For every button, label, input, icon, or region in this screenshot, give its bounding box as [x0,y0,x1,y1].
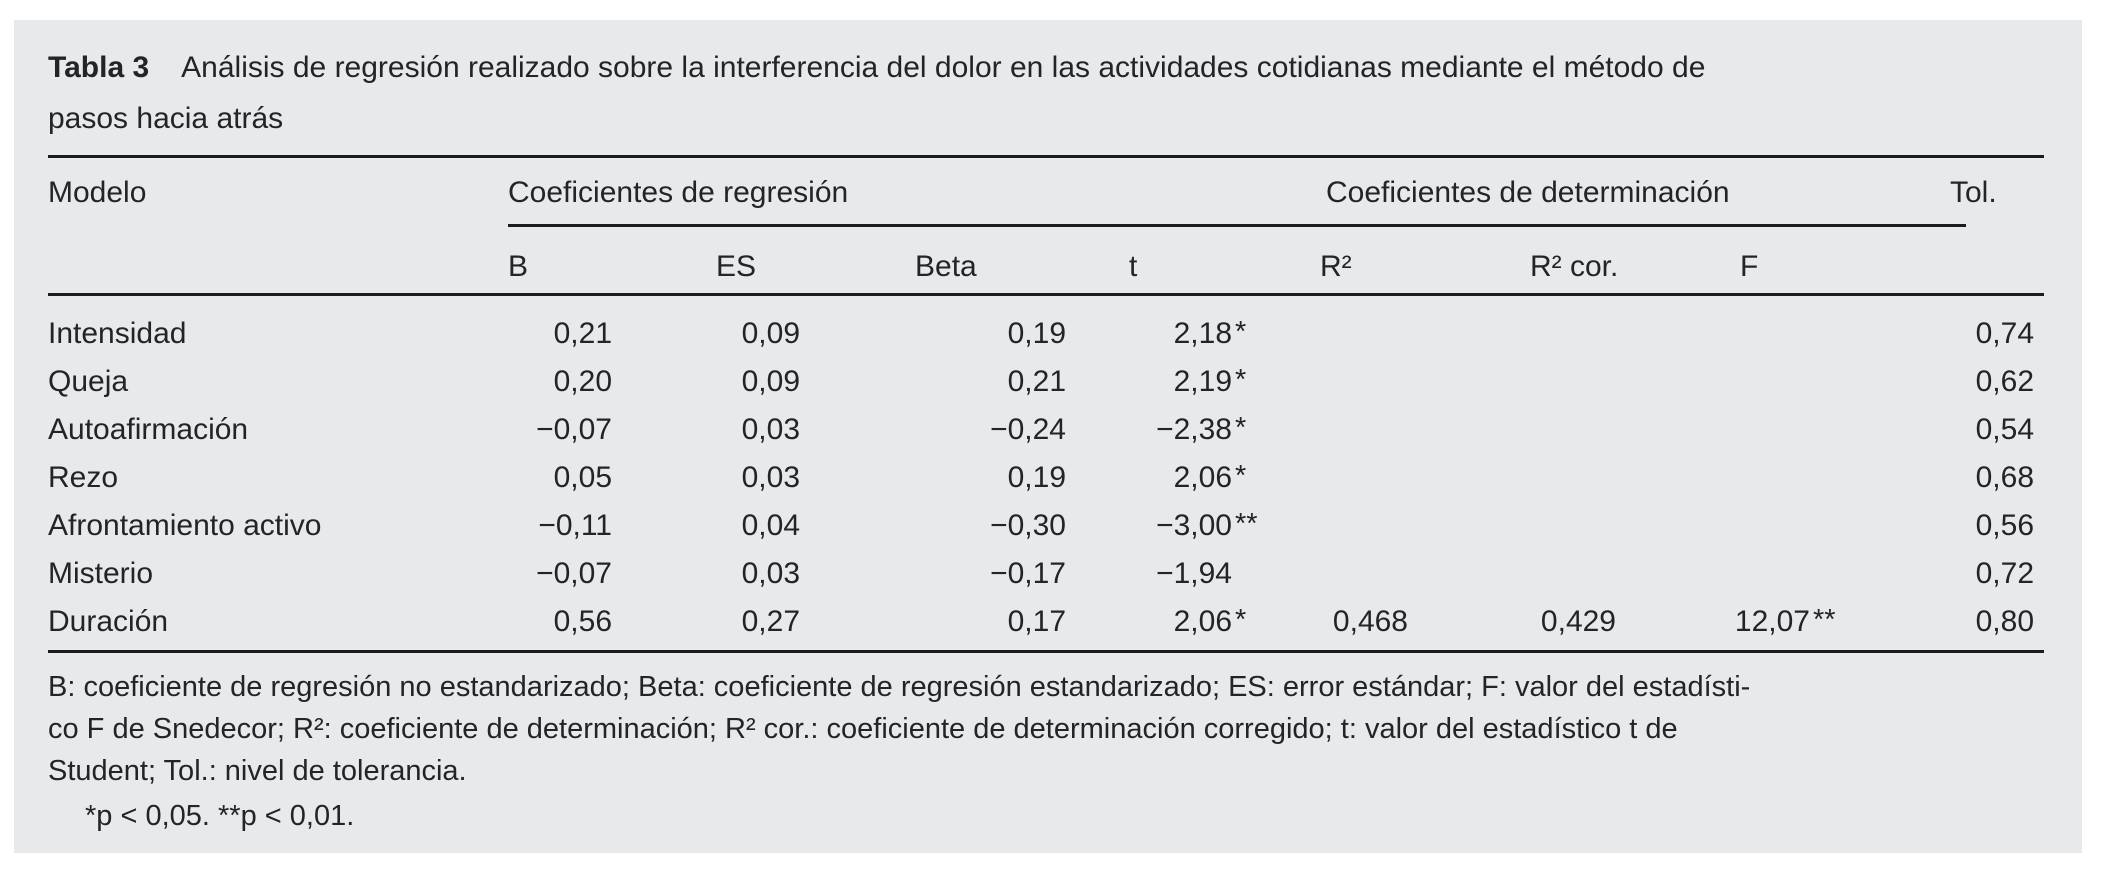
footnote-line-3: Student; Tol.: nivel de tolerancia. [48,755,467,787]
table-panel: Tabla 3 Análisis de regresión realizado s… [14,20,2082,853]
header-bottom-rule [48,293,2044,296]
cell-tol: 0,72 [1975,557,2034,590]
table-row: Intensidad 0,21 0,09 0,19 2,18 * 0,74 [14,310,2082,358]
cell-es: 0,09 [741,365,800,398]
table-row: Autoafirmación −0,07 0,03 −0,24 −2,38 * 0… [14,406,2082,454]
cell-t: 2,19 * [1174,358,1247,406]
cell-beta: −0,17 [990,557,1066,590]
header-es: ES [716,250,757,283]
table-row: Afrontamiento activo −0,11 0,04 −0,30 −3… [14,502,2082,550]
cell-beta: −0,30 [990,509,1066,542]
cell-tol: 0,68 [1975,461,2034,494]
significance-star: * [1235,604,1247,636]
cell-es: 0,03 [741,461,800,494]
cell-beta: 0,19 [1007,461,1066,494]
cell-tol: 0,74 [1975,317,2034,350]
footnote-line-1: B: coeficiente de regresión no estandari… [48,671,1751,703]
cell-es: 0,04 [741,509,800,542]
header-modelo: Modelo [48,176,147,209]
header-b: B [508,250,529,283]
cell-t: −1,94 [1156,557,1232,590]
cell-r2: 0,468 [1332,605,1408,638]
header-f: F [1740,250,1759,283]
cell-beta: 0,17 [1007,605,1066,638]
table-body: Intensidad 0,21 0,09 0,19 2,18 * 0,74 Que… [14,310,2082,646]
cell-f: 12,07 ** [1735,598,1836,646]
cell-b: −0,07 [536,557,612,590]
significance-note: *p < 0,05. **p < 0,01. [85,800,355,832]
significance-star: ** [1235,508,1258,540]
header-group-determination: Coeficientes de determinación [1326,176,1730,209]
cell-es: 0,03 [741,557,800,590]
significance-star: ** [1813,604,1836,636]
header-group-regression: Coeficientes de regresión [508,176,849,209]
significance-star: * [1235,316,1247,348]
caption-line-2: pasos hacia atrás [48,93,1705,144]
significance-star: * [1235,364,1247,396]
cell-r2-cor: 0,429 [1540,605,1616,638]
header-t: t [1129,250,1138,283]
table-row: Duración 0,56 0,27 0,17 2,06 * 0,468 0,42… [14,598,2082,646]
row-model-label: Intensidad [48,317,187,350]
table-number-label: Tabla 3 [48,51,150,84]
row-model-label: Duración [48,605,169,638]
footnote-line-2: co F de Snedecor; R²: coeficiente de det… [48,713,1678,745]
cell-t: −2,38 * [1156,406,1246,454]
cell-b: −0,11 [538,509,612,542]
header-tol: Tol. [1950,176,1997,209]
footnote-block: B: coeficiente de regresión no estandari… [48,666,1750,792]
row-model-label: Rezo [48,461,119,494]
cell-es: 0,09 [741,317,800,350]
significance-star: * [1235,412,1247,444]
significance-star: * [1235,460,1247,492]
cell-b: 0,21 [553,317,612,350]
header-beta: Beta [915,250,977,283]
row-model-label: Autoafirmación [48,413,249,446]
table-top-rule [48,155,2044,158]
caption-text-continued: pasos hacia atrás [48,102,284,135]
cell-tol: 0,54 [1975,413,2034,446]
cell-b: −0,07 [536,413,612,446]
table-row: Rezo 0,05 0,03 0,19 2,06 * 0,68 [14,454,2082,502]
cell-es: 0,03 [741,413,800,446]
row-model-label: Afrontamiento activo [48,509,322,542]
cell-tol: 0,56 [1975,509,2034,542]
cell-beta: 0,19 [1007,317,1066,350]
cell-b: 0,20 [553,365,612,398]
cell-t: 2,06 * [1174,454,1247,502]
header-r2: R² [1320,250,1352,283]
cell-t: 2,06 * [1174,598,1247,646]
cell-es: 0,27 [741,605,800,638]
cell-beta: 0,21 [1007,365,1066,398]
cell-t: 2,18 * [1174,310,1247,358]
table-row: Misterio −0,07 0,03 −0,17 −1,94 0,72 [14,550,2082,598]
table-caption: Tabla 3 Análisis de regresión realizado s… [48,42,1705,144]
cell-b: 0,56 [553,605,612,638]
table-row: Queja 0,20 0,09 0,21 2,19 * 0,62 [14,358,2082,406]
row-model-label: Queja [48,365,129,398]
caption-text: Análisis de regresión realizado sobre la… [181,51,1706,84]
group-header-underline [508,224,1966,227]
row-model-label: Misterio [48,557,154,590]
cell-t: −3,00 ** [1156,502,1258,550]
cell-b: 0,05 [553,461,612,494]
cell-beta: −0,24 [990,413,1066,446]
cell-tol: 0,80 [1975,605,2034,638]
header-r2-cor: R² cor. [1530,250,1619,283]
caption-line-1: Tabla 3 Análisis de regresión realizado s… [48,42,1705,93]
table-bottom-rule [48,650,2044,653]
cell-tol: 0,62 [1975,365,2034,398]
